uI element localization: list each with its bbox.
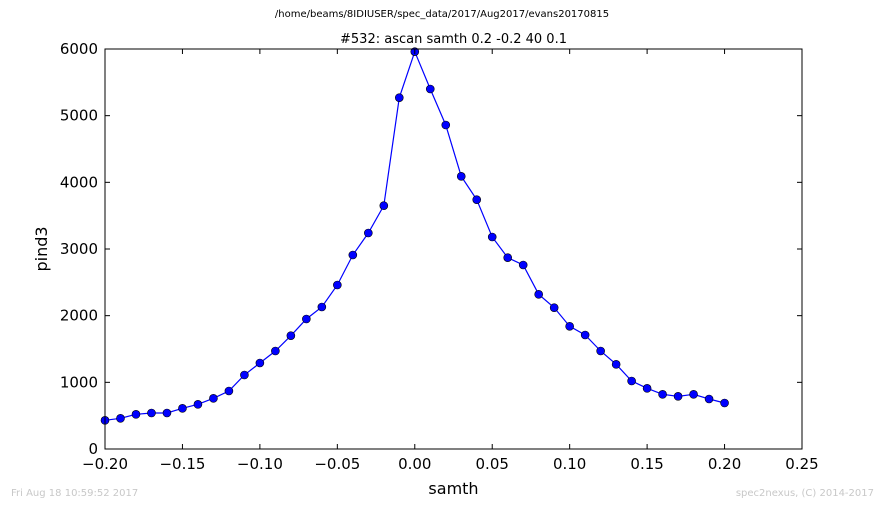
data-point	[596, 346, 605, 356]
data-point	[240, 370, 249, 380]
series-layer	[100, 47, 729, 425]
series-line	[104, 49, 725, 421]
data-point	[333, 280, 342, 290]
data-point	[364, 228, 373, 238]
figure-suptitle: /home/beams/8IDIUSER/spec_data/2017/Aug2…	[274, 9, 610, 20]
data-point	[147, 408, 156, 418]
data-point	[116, 414, 125, 423]
x-tick-label: −0.15	[159, 455, 205, 473]
y-tick-label: 1000	[60, 373, 98, 391]
footer-credit: spec2nexus, (C) 2014-2017	[735, 488, 874, 499]
data-point	[503, 253, 513, 262]
x-axis-title: samth	[428, 479, 478, 498]
ticks-layer: −0.20 −0.15 −0.10 −0.05 0.00 0.05 0.10 0.15 0.20…	[60, 40, 819, 473]
data-point	[255, 358, 265, 368]
data-point	[518, 260, 528, 270]
data-point	[224, 386, 234, 396]
data-point	[456, 172, 466, 181]
y-tick-label: 4000	[60, 173, 98, 191]
data-point	[704, 394, 714, 404]
data-point	[379, 201, 389, 210]
x-tick-label: 0.20	[708, 455, 741, 473]
data-point	[193, 400, 203, 409]
data-point	[673, 392, 683, 401]
x-tick-label: 0.05	[476, 455, 509, 473]
x-tick-label: −0.10	[237, 455, 283, 473]
data-point	[425, 84, 435, 94]
data-point	[162, 408, 172, 418]
x-tick-label: −0.20	[82, 455, 128, 473]
data-point	[286, 331, 296, 340]
data-point	[534, 290, 543, 299]
data-point	[302, 314, 311, 324]
footer-timestamp: Fri Aug 18 10:59:52 2017	[11, 488, 139, 499]
y-axis-title: pind3	[32, 226, 51, 271]
plot-frame	[104, 48, 803, 450]
data-point	[720, 398, 729, 408]
data-point	[642, 384, 652, 393]
y-tick-label: 0	[88, 440, 98, 458]
data-point	[565, 322, 574, 331]
data-point	[441, 120, 451, 130]
x-tick-label: −0.05	[314, 455, 360, 473]
data-point	[348, 250, 358, 260]
data-point	[658, 390, 667, 399]
x-tick-label: 0.25	[785, 455, 818, 473]
y-tick-label: 3000	[60, 240, 98, 258]
y-tick-label: 5000	[60, 107, 98, 125]
data-point	[271, 346, 280, 356]
data-point	[472, 195, 482, 204]
x-tick-label: 0.00	[398, 455, 431, 473]
plot-title: #532: ascan samth 0.2 -0.2 40 0.1	[340, 32, 567, 47]
y-tick-label: 2000	[60, 307, 98, 325]
x-tick-label: 0.15	[630, 455, 663, 473]
data-point	[317, 302, 327, 312]
data-point	[209, 394, 218, 403]
data-point	[689, 390, 698, 399]
data-point	[627, 376, 636, 386]
data-point	[178, 404, 187, 413]
x-tick-label: 0.10	[553, 455, 586, 473]
data-point	[394, 93, 404, 102]
data-point	[131, 410, 141, 419]
data-point	[611, 360, 621, 369]
y-tick-label: 6000	[60, 40, 98, 58]
data-point	[549, 303, 559, 312]
data-point	[580, 330, 590, 340]
data-point	[487, 232, 497, 242]
